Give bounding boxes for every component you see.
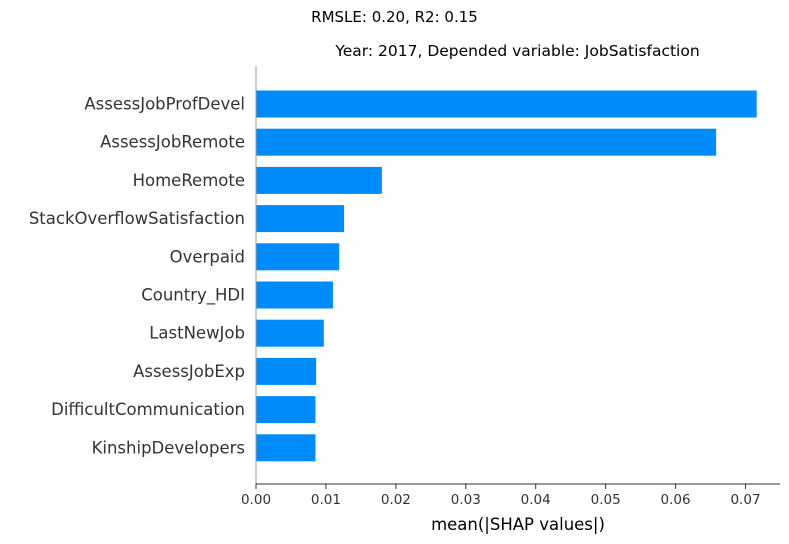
- y-tick-label: StackOverflowSatisfaction: [29, 209, 245, 228]
- chart-title: Year: 2017, Depended variable: JobSatisf…: [335, 42, 700, 60]
- y-tick-labels: AssessJobProfDevel AssessJobRemote HomeRem…: [29, 95, 245, 458]
- y-tick-label: KinshipDevelopers: [92, 438, 245, 457]
- y-tick-label: AssessJobProfDevel: [84, 95, 245, 114]
- bar-AssessJobRemote: [256, 128, 717, 156]
- y-tick-label: Overpaid: [170, 247, 245, 266]
- x-tick-label: 0.03: [451, 492, 481, 508]
- bar-StackOverflowSatisfaction: [256, 205, 345, 233]
- x-axis-label: mean(|SHAP values|): [431, 515, 605, 534]
- bar-DifficultCommunication: [256, 396, 316, 424]
- bar-Country_HDI: [256, 281, 333, 309]
- y-tick-label: DifficultCommunication: [51, 400, 245, 419]
- x-tick-label: 0.02: [381, 492, 411, 508]
- y-tick-label: LastNewJob: [149, 324, 245, 343]
- bar-AssessJobExp: [256, 357, 317, 385]
- x-ticks: 0.00 0.01 0.02 0.03 0.04 0.05 0.06 0.07: [241, 484, 761, 508]
- chart-suptitle: RMSLE: 0.20, R2: 0.15: [311, 8, 478, 26]
- bar-LastNewJob: [256, 319, 324, 347]
- bars-group: [256, 90, 757, 462]
- x-tick-label: 0.07: [730, 492, 760, 508]
- bar-Overpaid: [256, 243, 340, 271]
- x-tick-label: 0.04: [521, 492, 551, 508]
- x-tick-label: 0.05: [591, 492, 621, 508]
- bar-KinshipDevelopers: [256, 434, 316, 462]
- y-tick-label: HomeRemote: [133, 171, 245, 190]
- bar-AssessJobProfDevel: [256, 90, 757, 118]
- y-tick-label: AssessJobRemote: [100, 133, 245, 152]
- x-tick-label: 0.06: [661, 492, 691, 508]
- x-tick-label: 0.00: [241, 492, 271, 508]
- bar-HomeRemote: [256, 166, 382, 194]
- y-tick-label: AssessJobExp: [133, 362, 245, 381]
- y-tick-label: Country_HDI: [141, 286, 245, 306]
- x-tick-label: 0.01: [311, 492, 341, 508]
